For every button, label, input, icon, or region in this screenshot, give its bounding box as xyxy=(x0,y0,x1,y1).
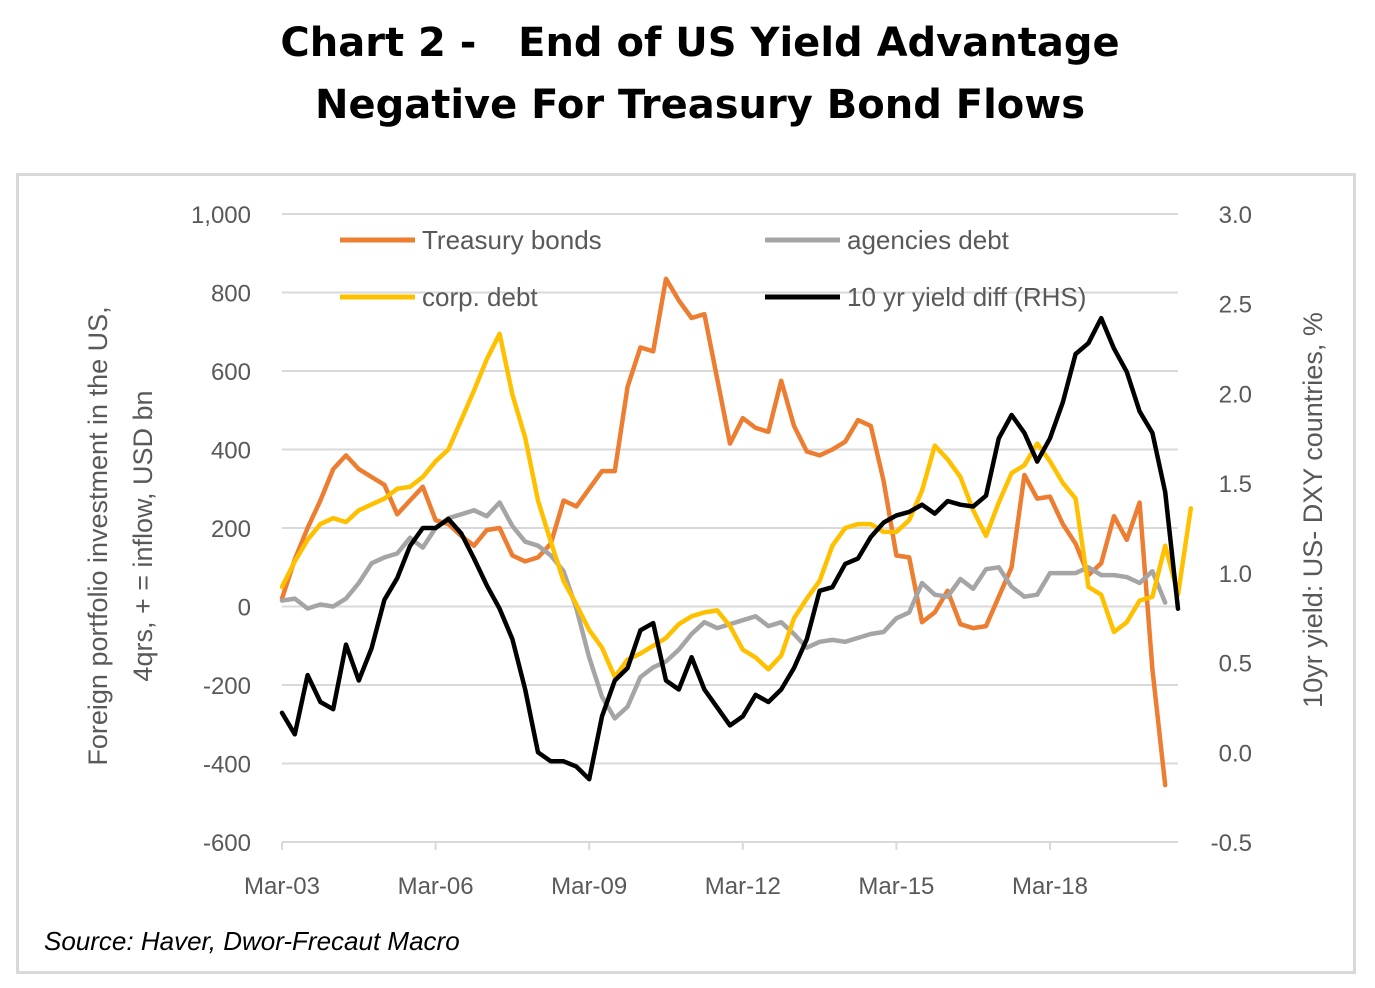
x-tick-label: Mar-09 xyxy=(551,873,627,900)
y2-tick-label: 1.5 xyxy=(1219,471,1252,498)
x-axis-ticks: Mar-03 Mar-06 Mar-09 Mar-12 Mar-15 Mar-18 xyxy=(244,842,1088,900)
series-line-10-yr-yield-diff-rhs xyxy=(279,315,1181,782)
legend-label: Treasury bonds xyxy=(422,225,602,255)
series-line-corp-debt xyxy=(279,331,1194,680)
y-tick-label: -400 xyxy=(203,752,251,779)
y-axis-label-line-1: Foreign portfolio investment in the US, xyxy=(83,306,113,765)
y2-tick-label: -0.5 xyxy=(1211,830,1252,857)
y-tick-label: 800 xyxy=(211,281,251,308)
legend-label: agencies debt xyxy=(847,225,1010,255)
y-tick-label: -600 xyxy=(203,830,251,857)
y2-tick-label: 2.5 xyxy=(1219,292,1252,319)
series-lines xyxy=(279,276,1194,788)
chart-frame xyxy=(16,173,1356,974)
y-tick-label: 400 xyxy=(211,438,251,465)
series-line-agencies-debt xyxy=(279,500,1168,721)
x-tick-label: Mar-03 xyxy=(244,873,320,900)
y-tick-label: 1,000 xyxy=(191,202,251,229)
series-line-treasury-bonds xyxy=(279,276,1168,788)
y-tick-label: 600 xyxy=(211,359,251,386)
left-axis-ticks: 1,000 800 600 400 200 0 -200 -400 -600 xyxy=(191,202,251,857)
x-tick-label: Mar-18 xyxy=(1012,873,1088,900)
legend-label: 10 yr yield diff (RHS) xyxy=(847,282,1086,312)
gridlines xyxy=(282,213,1178,843)
title-line-1: Chart 2 - End of US Yield Advantage xyxy=(280,20,1120,66)
x-tick-label: Mar-12 xyxy=(705,873,781,900)
y2-tick-label: 1.0 xyxy=(1219,561,1252,588)
y-tick-label: 200 xyxy=(211,516,251,543)
y2-axis-label: 10yr yield: US- DXY countries, % xyxy=(1298,312,1328,708)
y2-tick-label: 0.0 xyxy=(1219,740,1252,767)
legend-label: corp. debt xyxy=(422,282,538,312)
y-tick-label: 0 xyxy=(238,595,251,622)
y2-tick-label: 0.5 xyxy=(1219,651,1252,678)
y2-tick-label: 3.0 xyxy=(1219,202,1252,229)
x-tick-label: Mar-06 xyxy=(398,873,474,900)
right-axis-ticks: 3.0 2.5 2.0 1.5 1.0 0.5 0.0 -0.5 xyxy=(1211,202,1252,857)
source-note: Source: Haver, Dwor-Frecaut Macro xyxy=(44,926,460,956)
title-line-2: Negative For Treasury Bond Flows xyxy=(314,82,1086,128)
y-axis-label-line-2: 4qrs, + = inflow, USD bn xyxy=(128,390,158,681)
x-tick-label: Mar-15 xyxy=(858,873,934,900)
y-tick-label: -200 xyxy=(203,673,251,700)
legend: Treasury bonds agencies debt corp. debt 10 … xyxy=(340,225,1086,312)
chart-title: Chart 2 - End of US Yield Advantage Nega… xyxy=(0,12,1375,136)
y2-tick-label: 2.0 xyxy=(1219,381,1252,408)
